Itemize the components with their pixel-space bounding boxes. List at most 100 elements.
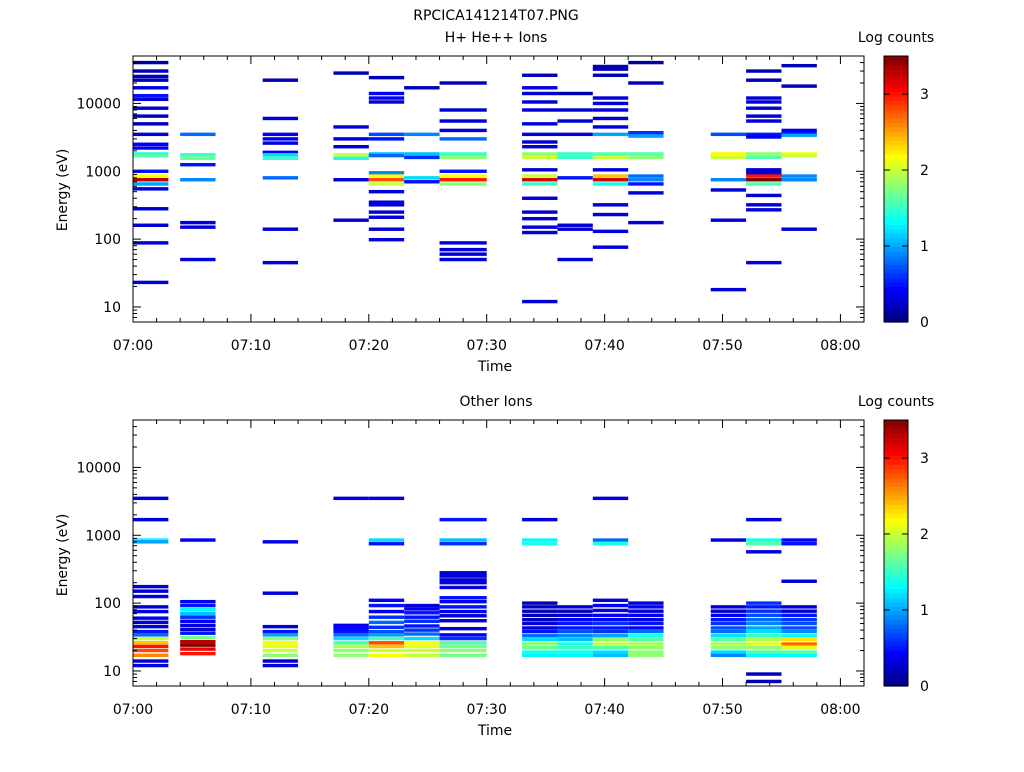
heatmap-cell [592,634,629,638]
colorbar-segment [884,677,908,683]
colorbar-segment [884,215,908,221]
colorbar-frame [883,55,909,323]
colorbar-segment [884,193,908,199]
heatmap-cell [557,653,593,658]
x-tick-label: 07:40 [584,702,624,718]
colorbar-segment [884,548,908,554]
heatmap-cell [133,122,169,126]
heatmap-cell [522,178,558,182]
colorbar-segment [884,233,908,239]
panel-h-he-ions: H+ He++ Ions Log counts Time Energy (eV)… [55,30,934,375]
heatmap-cell [262,636,299,641]
colorbar-segment [884,69,908,75]
colorbar-segment [884,313,908,319]
colorbar-segment [884,637,908,643]
heatmap-cell [333,71,369,75]
heatmap-cell [262,663,299,668]
heatmap-cell [180,615,216,619]
heatmap-cell [368,633,405,637]
heatmap-cell [404,648,440,653]
colorbar-segment [884,446,908,452]
heatmap-cell [592,152,629,156]
heatmap-cell [368,227,405,231]
heatmap-cell [522,629,558,634]
heatmap-cell [557,626,593,630]
heatmap-cell [439,641,487,645]
heatmap-cell [368,171,405,175]
heatmap-cell [404,619,440,623]
heatmap-cell [522,517,558,522]
heatmap-cell [133,659,169,663]
heatmap-cell [439,517,487,522]
heatmap-cell [522,182,558,186]
heatmap-cell [628,605,664,609]
heatmap-cell [333,125,369,129]
colorbar-label: Log counts [858,30,934,46]
heatmap-cell [333,633,369,637]
heatmap-cell [333,626,369,631]
heatmap-cell [262,641,299,645]
y-tick-label: 10000 [76,96,121,112]
heatmap-cell [557,629,593,634]
heatmap-cell [628,182,664,186]
colorbar-segment [884,220,908,226]
colorbar-segment [884,295,908,301]
colorbar-segment [884,517,908,523]
heatmap-cell [333,644,369,649]
heatmap-cell [522,155,558,160]
heatmap-cell [522,642,558,646]
heatmap-cell [592,653,629,658]
heatmap-cell [368,91,405,96]
heatmap-cell [262,633,299,637]
colorbar-segment [884,597,908,603]
heatmap-cell [557,132,593,137]
heatmap-cell [746,178,782,182]
heatmap-cell [710,287,747,292]
heatmap-cell [133,187,169,191]
heatmap-cell [262,156,299,161]
heatmap-cell [333,137,369,141]
heatmap-cell [781,609,817,613]
heatmap-cell [439,599,487,604]
colorbar-segment [884,95,908,101]
heatmap-cell [746,135,782,139]
colorbar-segment [884,237,908,243]
heatmap-cell [628,220,664,225]
heatmap-cell [333,153,369,157]
heatmap-cell [368,153,405,158]
heatmap-cell [781,617,817,622]
heatmap-cell [180,153,216,157]
heatmap-cell [592,496,629,501]
heatmap-cell [133,142,169,146]
heatmap-cell [133,207,169,211]
y-tick-label: 100 [94,596,121,612]
heatmap-cell [746,613,782,618]
heatmap-cell [333,156,369,161]
heatmap-cell [628,191,664,195]
heatmap-cell [592,608,629,613]
heatmap-cell [592,229,629,234]
x-tick-label: 07:50 [702,338,742,354]
heatmap-cells [133,60,817,304]
heatmap-cell [710,626,747,630]
heatmap-cell [592,116,629,121]
heatmap-cell [746,78,782,82]
colorbar-segment [884,659,908,665]
colorbar-segment [884,451,908,457]
heatmap-cell [404,86,440,90]
heatmap-cell [404,636,440,641]
heatmap-cell [439,619,487,623]
heatmap-cell [746,119,782,123]
axes: 07:00 07:10 07:20 07:30 07:40 07:50 08:00 10 100… [76,419,865,718]
heatmap-cell [439,178,487,182]
heatmap-cell [368,648,405,653]
heatmap-cell [262,653,299,658]
heatmap-cell [439,571,487,575]
heatmap-cell [522,196,558,200]
heatmap-cell [781,653,817,658]
colorbar-segment [884,268,908,274]
colorbar-segment [884,668,908,674]
heatmap-cell [781,646,817,650]
panel-title: Other Ions [459,394,532,410]
colorbar-segment [884,122,908,128]
